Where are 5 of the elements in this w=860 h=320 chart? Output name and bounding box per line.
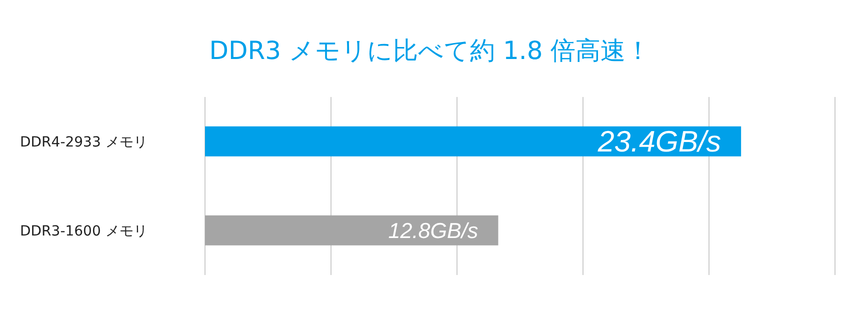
y-tick-label: DDR3-1600 メモリ (20, 223, 148, 240)
chart-title: DDR3 メモリに比べて約 1.8 倍高速！ (208, 35, 652, 67)
data-label: 12.8GB/s (388, 218, 478, 243)
data-label: 23.4GB/s (596, 126, 722, 159)
y-tick-label: DDR4-2933 メモリ (20, 134, 148, 150)
